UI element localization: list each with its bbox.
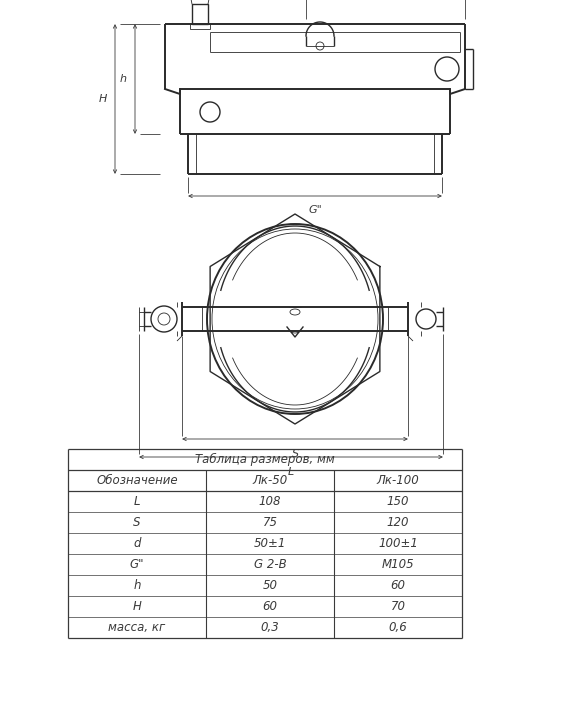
Bar: [190, 24, 210, 29]
Text: 70: 70: [390, 600, 405, 613]
Text: 75: 75: [262, 516, 277, 529]
Text: M105: M105: [382, 558, 414, 571]
Text: S: S: [133, 516, 141, 529]
Text: Обозначение: Обозначение: [96, 474, 178, 487]
Text: 0,6: 0,6: [389, 621, 408, 634]
Text: G 2-B: G 2-B: [254, 558, 286, 571]
Text: 60: 60: [262, 600, 277, 613]
Text: Лк-50: Лк-50: [253, 474, 288, 487]
Text: 100±1: 100±1: [378, 537, 418, 550]
Text: Таблица размеров, мм: Таблица размеров, мм: [195, 453, 335, 466]
Text: G": G": [130, 558, 144, 571]
Text: d: d: [133, 537, 141, 550]
Text: G": G": [308, 205, 322, 215]
Text: 0,3: 0,3: [261, 621, 280, 634]
Bar: [192, 4, 208, 24]
Text: 60: 60: [390, 579, 405, 592]
Text: h: h: [120, 74, 127, 84]
Text: L: L: [134, 495, 140, 508]
Text: 50: 50: [262, 579, 277, 592]
Text: H: H: [133, 600, 141, 613]
Text: H: H: [99, 94, 107, 104]
Text: 108: 108: [259, 495, 281, 508]
Text: 150: 150: [387, 495, 409, 508]
Text: h: h: [133, 579, 141, 592]
Text: масса, кг: масса, кг: [108, 621, 165, 634]
Text: 120: 120: [387, 516, 409, 529]
Text: L: L: [288, 467, 294, 477]
Text: S: S: [292, 449, 298, 459]
Text: Лк-100: Лк-100: [377, 474, 420, 487]
Text: 50±1: 50±1: [254, 537, 286, 550]
